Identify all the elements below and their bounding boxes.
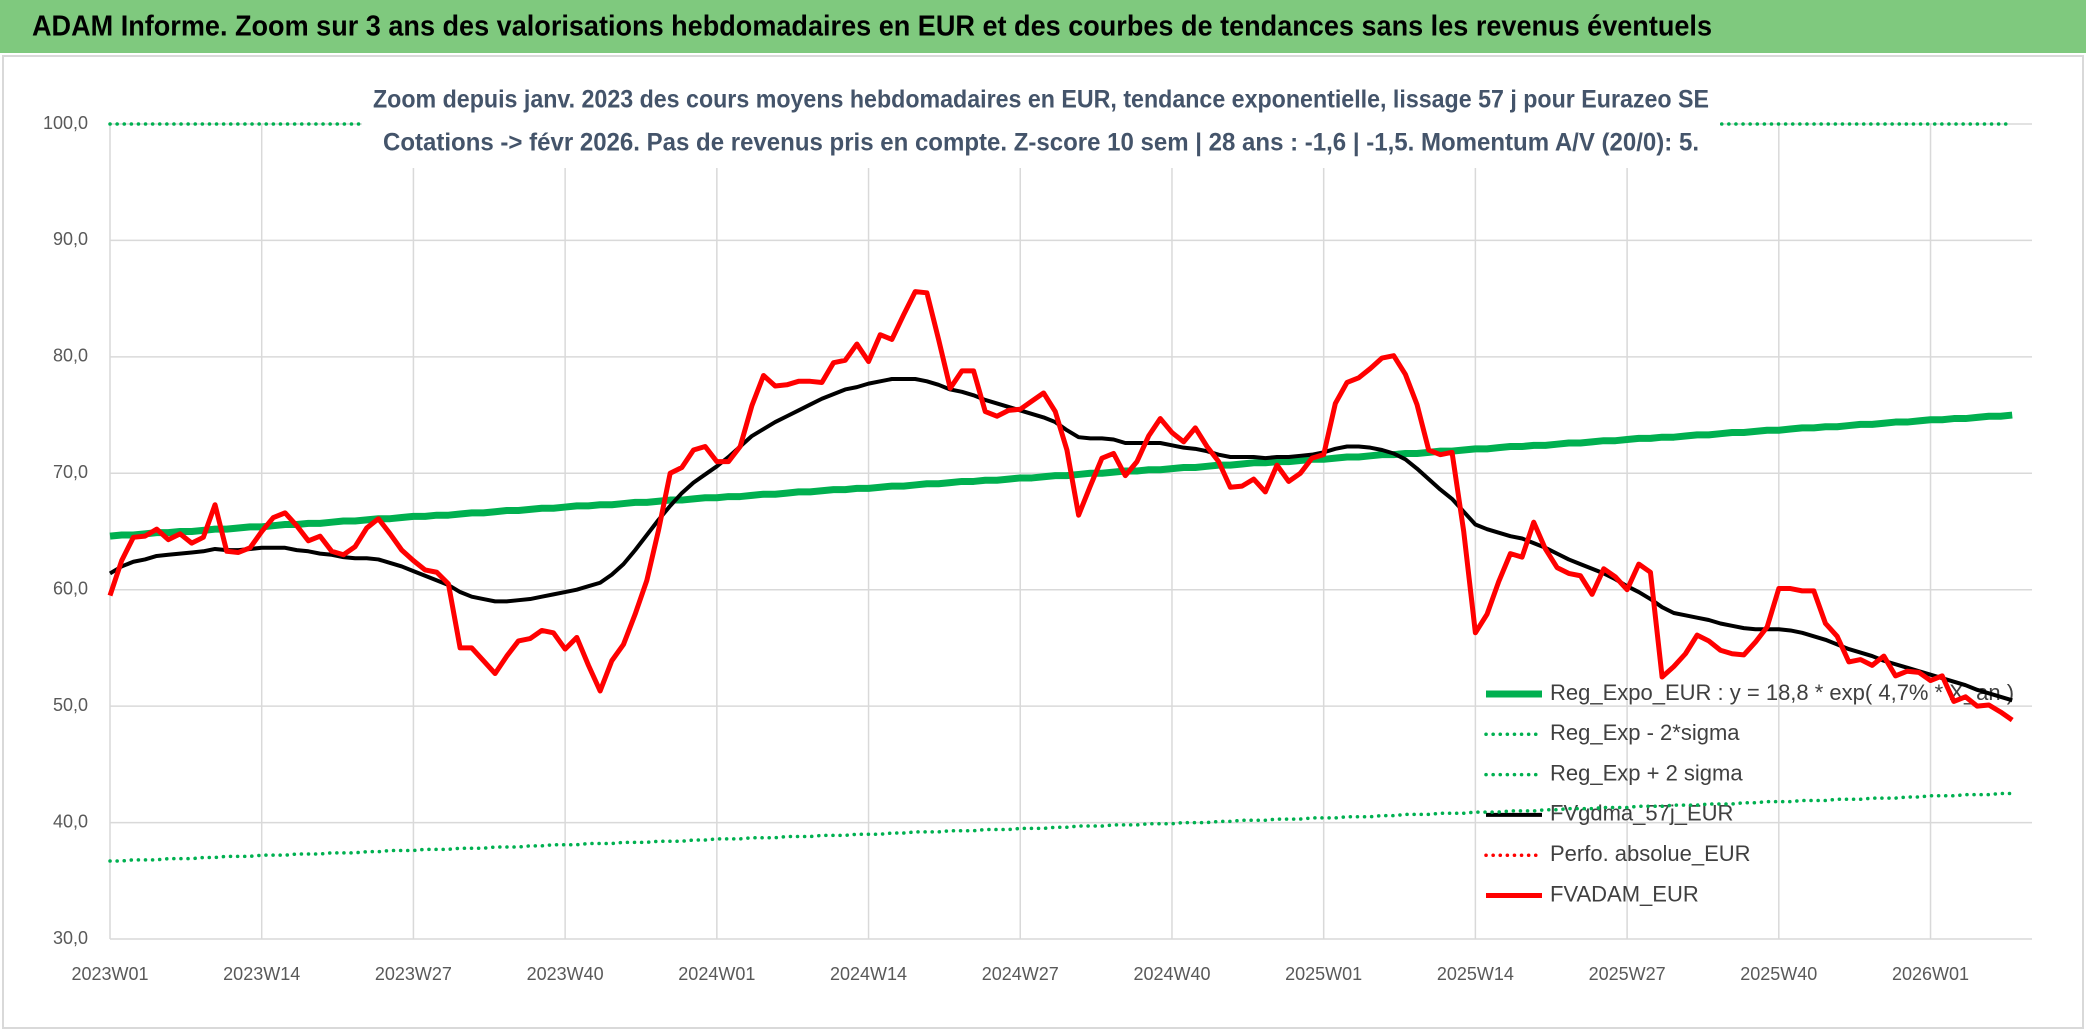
legend-label: Reg_Expo_EUR : y = 18,8 * exp( 4,7% * X_… [1550, 680, 2014, 705]
x-tick-label: 2023W14 [223, 964, 300, 984]
x-tick-label: 2023W01 [71, 964, 148, 984]
x-tick-label: 2023W40 [527, 964, 604, 984]
legend-label: Reg_Exp + 2 sigma [1550, 760, 1743, 785]
subtitle-line: Cotations -> févr 2026. Pas de revenus p… [383, 129, 1699, 157]
x-tick-label: 2024W14 [830, 964, 907, 984]
y-tick-label: 80,0 [53, 346, 88, 366]
y-tick-label: 30,0 [53, 928, 88, 948]
series-line [109, 411, 2013, 540]
chart-title: ADAM Informe. Zoom sur 3 ans des valoris… [32, 11, 1712, 43]
series-line [107, 289, 2014, 723]
y-tick-label: 60,0 [53, 578, 88, 598]
y-tick-label: 90,0 [53, 229, 88, 249]
legend-label: FVADAM_EUR [1550, 881, 1699, 906]
legend-label: Reg_Exp - 2*sigma [1550, 720, 1740, 745]
y-tick-label: 100,0 [43, 113, 88, 133]
x-tick-label: 2025W14 [1437, 964, 1514, 984]
subtitle-box [362, 76, 1720, 168]
x-tick-label: 2024W40 [1133, 964, 1210, 984]
legend-label: Perfo. absolue_EUR [1550, 841, 1751, 866]
y-tick-label: 50,0 [53, 695, 88, 715]
x-tick-label: 2026W01 [1892, 964, 1969, 984]
y-tick-label: 70,0 [53, 462, 88, 482]
y-tick-label: 40,0 [53, 811, 88, 831]
x-tick-label: 2025W01 [1285, 964, 1362, 984]
x-tick-label: 2024W01 [678, 964, 755, 984]
chart-frame [2, 55, 2084, 1029]
x-tick-label: 2023W27 [375, 964, 452, 984]
header-band [0, 0, 2086, 53]
x-tick-label: 2024W27 [982, 964, 1059, 984]
legend: Reg_Expo_EUR : y = 18,8 * exp( 4,7% * X_… [1484, 680, 2014, 906]
series-line [108, 791, 2014, 863]
x-tick-label: 2025W40 [1740, 964, 1817, 984]
subtitle-line: Zoom depuis janv. 2023 des cours moyens … [373, 86, 1709, 114]
x-tick-label: 2025W27 [1589, 964, 1666, 984]
